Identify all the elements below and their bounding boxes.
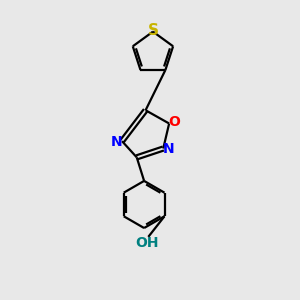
Text: O: O xyxy=(168,115,180,129)
Text: N: N xyxy=(162,142,174,156)
Text: OH: OH xyxy=(135,236,159,250)
Text: N: N xyxy=(111,135,123,149)
Text: S: S xyxy=(147,23,158,38)
